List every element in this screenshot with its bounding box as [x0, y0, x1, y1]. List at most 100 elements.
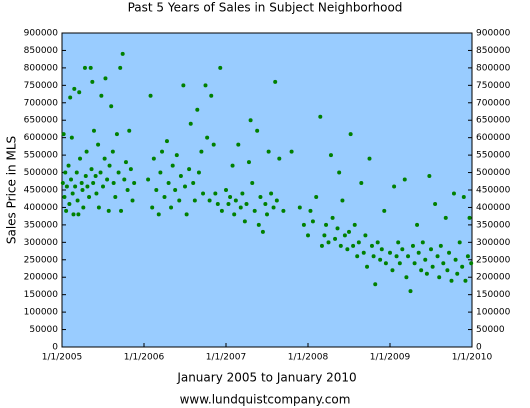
plot-area [61, 32, 473, 348]
point [160, 149, 165, 154]
point [199, 149, 204, 154]
point [114, 132, 119, 137]
point [96, 142, 101, 147]
x-axis-label: January 2005 to January 2010 [176, 371, 356, 385]
y-tick-label-right: 750000 [476, 81, 511, 91]
point [250, 181, 255, 186]
y-tick-label: 300000 [24, 238, 59, 248]
point [146, 177, 151, 182]
point [451, 191, 456, 196]
point [274, 198, 279, 203]
point [266, 149, 271, 154]
y-tick-label: 100000 [24, 308, 59, 318]
point [356, 240, 361, 245]
point [430, 264, 435, 269]
point [447, 250, 452, 255]
point [88, 65, 93, 70]
point [125, 188, 130, 192]
point [232, 212, 237, 217]
y-tick-label-right: 800000 [476, 63, 511, 73]
y-tick-label-right: 350000 [476, 220, 511, 230]
point [80, 188, 85, 192]
point [203, 83, 208, 88]
point [166, 181, 171, 186]
y-tick-label-right: 150000 [476, 290, 511, 300]
point [99, 93, 104, 98]
chart-title: Past 5 Years of Sales in Subject Neighbo… [128, 1, 403, 15]
point [319, 243, 324, 248]
x-tick-label: 1/1/2008 [288, 353, 329, 363]
y-tick-label-right: 700000 [476, 98, 511, 108]
point [87, 194, 92, 199]
point [419, 268, 424, 273]
point [355, 254, 360, 259]
point [107, 163, 112, 168]
point [308, 208, 313, 213]
point [164, 139, 169, 144]
point [184, 212, 189, 217]
point [406, 254, 411, 259]
point [400, 247, 405, 252]
point [76, 212, 81, 217]
point [246, 160, 251, 165]
y-tick-label-right: 500000 [476, 168, 511, 178]
point [230, 163, 235, 168]
point [460, 264, 465, 269]
point [196, 170, 201, 175]
point [348, 132, 353, 137]
point [148, 93, 153, 98]
point [408, 289, 413, 294]
y-tick-label: 700000 [24, 98, 59, 108]
point [396, 240, 401, 245]
x-tick-label: 1/1/2007 [206, 353, 246, 363]
point [94, 191, 99, 196]
point [457, 240, 462, 245]
point [435, 254, 440, 259]
y-tick-label: 150000 [24, 290, 59, 300]
point [388, 250, 392, 255]
point [89, 167, 94, 172]
y-tick-label-right: 200000 [476, 273, 511, 283]
point [228, 194, 233, 199]
y-axis-label: Sales Price in MLS [5, 136, 19, 244]
point [71, 212, 76, 217]
point [429, 247, 433, 252]
point [297, 205, 302, 210]
point [433, 201, 438, 206]
point [110, 149, 115, 154]
point [69, 177, 74, 182]
point [371, 254, 376, 259]
y-tick-label: 800000 [24, 63, 59, 73]
point [128, 167, 133, 172]
point [437, 275, 442, 280]
point [118, 65, 123, 70]
point [383, 261, 388, 266]
point [467, 215, 472, 220]
x-tick-label: 1/1/2005 [42, 353, 82, 363]
point [345, 247, 350, 252]
point [397, 261, 402, 266]
y-tick-label: 750000 [24, 81, 59, 91]
point [60, 181, 65, 186]
point [420, 240, 425, 245]
point [151, 156, 156, 161]
point [62, 194, 67, 199]
point [123, 160, 128, 165]
point [96, 205, 101, 210]
point [70, 191, 75, 196]
y-tick-label: 0 [52, 343, 58, 353]
y-tick-label: 450000 [24, 186, 59, 196]
point [382, 208, 387, 213]
point [181, 83, 186, 88]
point [390, 268, 395, 273]
y-tick-label-right: 300000 [476, 238, 511, 248]
point [256, 222, 261, 227]
point [427, 174, 432, 179]
point [91, 128, 96, 133]
y-tick-label-right: 50000 [476, 325, 505, 335]
point [183, 184, 187, 189]
point [369, 243, 374, 248]
y-tick-label: 50000 [29, 325, 58, 335]
point [120, 51, 125, 56]
point [402, 177, 407, 182]
